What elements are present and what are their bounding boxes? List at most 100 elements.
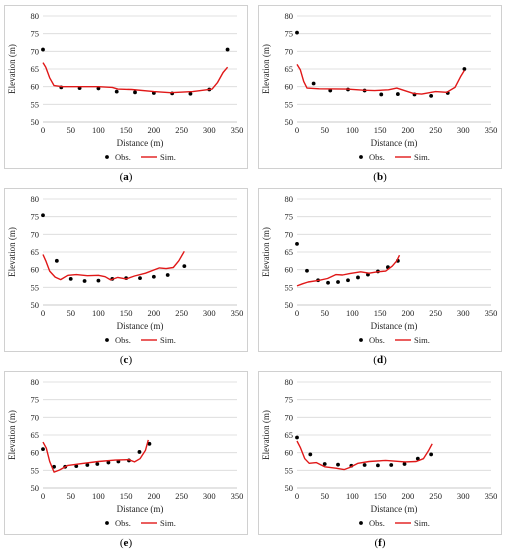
legend-obs-marker [359, 338, 363, 342]
x-tick-label: 300 [457, 491, 470, 501]
obs-point [389, 463, 394, 467]
y-tick-label: 70 [31, 412, 40, 422]
panel-caption-e: (e) [119, 537, 133, 549]
obs-point [133, 90, 137, 95]
chart-panel-c: 50 55 60 65 70 75 80 0 50 100 150 200 250 300 350 Dista… [4, 188, 248, 352]
obs-point [96, 278, 101, 283]
y-tick-label: 75 [285, 395, 294, 405]
x-tick-label: 0 [295, 125, 299, 135]
y-tick-label: 55 [285, 99, 294, 109]
obs-point [415, 456, 420, 461]
x-tick-label: 150 [374, 125, 387, 135]
y-tick-label: 65 [285, 430, 294, 440]
x-tick-label: 50 [320, 491, 329, 501]
x-tick-label: 200 [147, 491, 160, 501]
y-tick-label: 70 [285, 229, 294, 239]
y-tick-label: 70 [31, 229, 40, 239]
sim-line [296, 64, 465, 95]
x-tick-label: 0 [41, 308, 45, 318]
y-tick-label: 70 [285, 412, 294, 422]
x-tick-label: 250 [429, 491, 442, 501]
x-tick-label: 50 [66, 125, 75, 135]
obs-point [295, 30, 299, 35]
obs-point [41, 47, 45, 52]
x-tick-label: 300 [203, 308, 216, 318]
obs-point [308, 452, 313, 457]
x-tick-label: 300 [457, 308, 470, 318]
y-tick-label: 80 [31, 377, 40, 387]
y-tick-label: 50 [285, 117, 294, 127]
legend-obs-marker [359, 155, 363, 159]
y-tick-label: 50 [31, 117, 40, 127]
y-tick-label: 55 [285, 465, 294, 475]
obs-point [336, 280, 340, 284]
obs-point [95, 462, 100, 466]
x-axis-title: Distance (m) [371, 504, 418, 514]
y-tick-label: 50 [31, 483, 40, 493]
sim-line [42, 62, 229, 94]
panel-caption-d: (d) [373, 354, 387, 366]
x-tick-label: 100 [92, 125, 105, 135]
chart-panel-e: 50 55 60 65 70 75 80 0 50 100 150 200 250 300 350 Dista… [4, 371, 248, 535]
legend-sim-label: Sim. [414, 335, 430, 345]
legend-obs-label: Obs. [115, 518, 131, 528]
x-tick-label: 350 [485, 308, 498, 318]
panel-caption-a: (a) [119, 171, 133, 183]
x-tick-label: 50 [66, 491, 75, 501]
x-tick-label: 100 [346, 491, 359, 501]
legend-sim-label: Sim. [414, 152, 430, 162]
sim-line [42, 250, 185, 281]
y-axis-title: Elevation (m) [261, 410, 271, 460]
x-tick-label: 250 [429, 125, 442, 135]
y-tick-label: 80 [285, 377, 294, 387]
y-tick-label: 55 [31, 282, 40, 292]
obs-point [322, 462, 327, 466]
y-axis-title: Elevation (m) [7, 44, 17, 94]
x-axis-title: Distance (m) [117, 138, 164, 148]
obs-point [165, 273, 170, 277]
obs-point [326, 280, 330, 285]
x-tick-label: 350 [485, 491, 498, 501]
obs-point [311, 81, 316, 86]
obs-point [376, 463, 380, 468]
obs-point [295, 241, 299, 246]
x-tick-label: 0 [295, 491, 299, 501]
x-tick-label: 100 [92, 491, 105, 501]
sim-line [296, 440, 433, 471]
x-tick-label: 150 [120, 491, 133, 501]
x-tick-label: 150 [374, 491, 387, 501]
y-axis-title: Elevation (m) [261, 227, 271, 277]
y-tick-label: 60 [31, 265, 40, 275]
x-tick-label: 0 [41, 125, 45, 135]
legend-obs-label: Obs. [369, 518, 385, 528]
x-tick-label: 150 [374, 308, 387, 318]
obs-point [182, 264, 187, 269]
y-tick-label: 75 [31, 395, 40, 405]
y-axis-title: Elevation (m) [7, 227, 17, 277]
x-tick-label: 250 [175, 491, 188, 501]
x-tick-label: 300 [203, 125, 216, 135]
y-axis-title: Elevation (m) [7, 410, 17, 460]
panel-caption-c: (c) [119, 354, 133, 366]
chart-panel-b: 50 55 60 65 70 75 80 0 50 100 150 200 250 300 350 Dista… [258, 5, 502, 169]
legend-sim-label: Sim. [160, 152, 176, 162]
x-axis-title: Distance (m) [117, 504, 164, 514]
obs-point [82, 279, 87, 283]
legend-sim-label: Sim. [160, 518, 176, 528]
obs-point [54, 258, 59, 263]
x-tick-label: 150 [120, 308, 133, 318]
y-tick-label: 80 [31, 11, 40, 21]
obs-point [225, 47, 230, 52]
panel-caption-letter: b [376, 171, 384, 183]
x-tick-label: 300 [203, 491, 216, 501]
obs-point [85, 463, 90, 467]
obs-point [402, 462, 407, 466]
x-tick-label: 200 [147, 125, 160, 135]
legend-obs-label: Obs. [115, 152, 131, 162]
x-tick-label: 100 [346, 308, 359, 318]
x-tick-label: 0 [295, 308, 299, 318]
